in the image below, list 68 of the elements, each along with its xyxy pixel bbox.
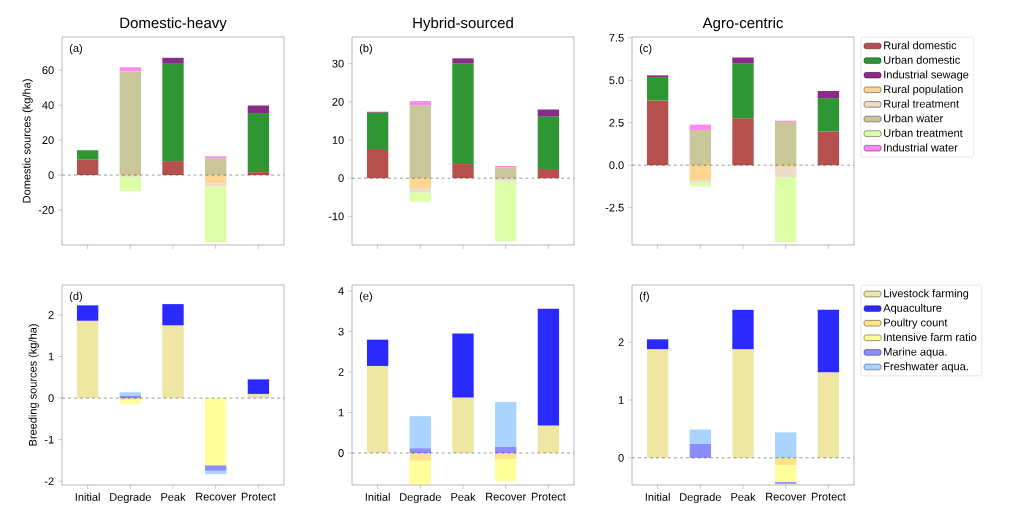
chart-title: Domestic-heavy xyxy=(120,17,227,32)
legend-label: Rural domestic xyxy=(884,41,957,50)
x-tick-label: Protect xyxy=(811,492,846,501)
chart-title: Agro-centric xyxy=(702,17,784,32)
x-tick-label: Initial xyxy=(75,492,100,501)
y-tick-label: -10 xyxy=(328,212,344,221)
y-tick-label: 1 xyxy=(338,408,344,417)
y-tick-label: 60 xyxy=(42,66,54,75)
y-axis-title: Breeding sources (kg/ha) xyxy=(28,324,39,446)
y-tick-label: 0 xyxy=(618,453,624,462)
x-tick-label: Degrade xyxy=(680,492,721,504)
legend-label: Intensive farm ratio xyxy=(884,332,977,342)
y-tick-label: 1 xyxy=(618,396,624,404)
y-tick-label: 2.5 xyxy=(609,118,624,127)
y-tick-label: 7.5 xyxy=(609,34,624,42)
y-tick-label: 0 xyxy=(338,449,344,457)
legend-label: Marine aqua. xyxy=(884,347,947,358)
legend-label: Poultry count xyxy=(884,318,948,329)
y-tick-label: 2 xyxy=(618,338,624,347)
y-tick-label: -2 xyxy=(44,477,54,486)
x-tick-label: Protect xyxy=(241,492,276,501)
y-tick-label: 0 xyxy=(48,394,54,402)
x-tick-label: Protect xyxy=(531,492,566,501)
y-tick-label: 4 xyxy=(338,287,344,295)
annotation: (d) xyxy=(69,291,82,303)
y-tick-label: 30 xyxy=(332,59,344,68)
legend-label: Industrial sewage xyxy=(884,70,969,81)
y-tick-label: -20 xyxy=(38,206,54,214)
legend-label: Livestock farming xyxy=(884,289,969,300)
y-tick-label: 20 xyxy=(42,136,54,144)
annotation: (a) xyxy=(69,43,82,55)
y-tick-label: 0.0 xyxy=(609,161,624,170)
legend-label: Urban treatment xyxy=(884,128,963,137)
y-tick-label: 2 xyxy=(338,368,344,376)
legend-label: Urban water xyxy=(884,114,943,123)
legend-label: Freshwater aqua. xyxy=(884,362,968,373)
x-tick-label: Peak xyxy=(161,492,186,501)
x-tick-label: Recover xyxy=(766,492,806,501)
x-tick-label: Initial xyxy=(645,492,670,501)
y-tick-label: 20 xyxy=(332,97,344,106)
legend-label: Rural population xyxy=(884,85,963,96)
x-tick-label: Degrade xyxy=(110,492,151,504)
x-tick-label: Initial xyxy=(365,492,390,501)
y-tick-label: -1 xyxy=(44,435,54,444)
x-tick-label: Peak xyxy=(451,492,476,501)
x-tick-label: Recover xyxy=(196,492,236,501)
y-tick-label: 1 xyxy=(48,352,54,361)
y-tick-label: 3 xyxy=(338,327,344,336)
annotation: (b) xyxy=(359,43,372,55)
y-tick-label: -2.5 xyxy=(605,203,624,212)
legend-label: Urban domestic xyxy=(884,55,960,64)
legend-label: Rural treatment xyxy=(884,99,959,108)
y-tick-label: 2 xyxy=(48,311,54,319)
y-tick-label: 40 xyxy=(42,101,54,110)
chart-title: Hybrid-sourced xyxy=(413,17,513,32)
x-tick-label: Degrade xyxy=(400,492,441,504)
y-axis-title: Domestic sources (kg/ha) xyxy=(22,79,33,203)
y-tick-label: 0 xyxy=(338,174,344,183)
y-tick-label: 0 xyxy=(48,171,54,179)
annotation: (e) xyxy=(359,291,372,303)
y-tick-label: 10 xyxy=(332,136,344,144)
x-tick-label: Recover xyxy=(486,492,526,501)
annotation: (c) xyxy=(639,43,652,55)
legend-label: Aquaculture xyxy=(883,303,942,315)
legend-label: Industrial water xyxy=(884,143,958,152)
y-tick-label: 5.0 xyxy=(609,76,624,85)
annotation: (f) xyxy=(639,291,649,303)
x-tick-label: Peak xyxy=(731,492,756,501)
